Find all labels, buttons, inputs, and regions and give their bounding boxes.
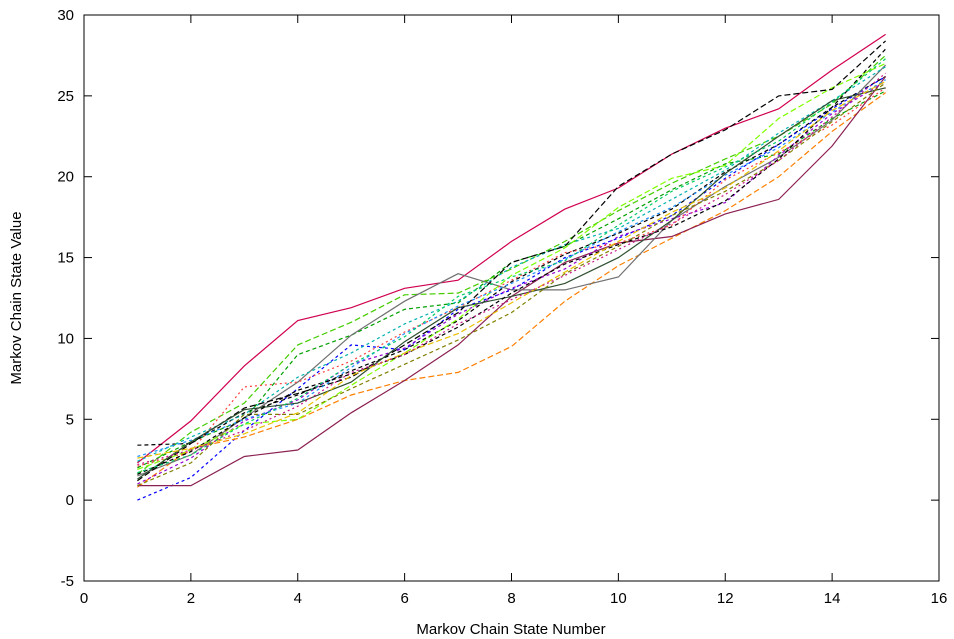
y-tick-label: 15 — [57, 250, 74, 267]
y-tick-label: 0 — [66, 492, 74, 509]
series-line-18 — [137, 80, 886, 459]
series-line-3 — [137, 90, 886, 469]
x-axis-title: Markov Chain State Number — [416, 621, 605, 638]
y-tick-label: 25 — [57, 88, 74, 105]
series-line-8 — [137, 64, 887, 477]
y-tick-labels: -5 0 5 10 15 20 25 30 — [57, 7, 74, 590]
x-tick-label: 6 — [400, 590, 408, 607]
y-tick-label: 5 — [66, 411, 74, 428]
series-line-20 — [137, 72, 886, 466]
x-tick-label: 12 — [717, 590, 734, 607]
series-line-15 — [137, 87, 886, 480]
y-tick-label: 20 — [57, 169, 74, 186]
y-tick-label: 10 — [57, 330, 74, 347]
series-line-11 — [137, 87, 886, 467]
series-line-4 — [137, 54, 887, 475]
x-tick-label: 8 — [507, 590, 515, 607]
x-tick-label: 2 — [187, 590, 195, 607]
y-tick-label: -5 — [61, 573, 74, 590]
series-line-17 — [137, 48, 887, 475]
series-line-7 — [137, 76, 887, 487]
series-line-6 — [137, 92, 886, 488]
series-line-12 — [137, 62, 886, 470]
y-tick-label: 30 — [57, 7, 74, 24]
series-line-1 — [137, 33, 886, 464]
x-tick-labels: 0 2 4 6 8 10 12 14 16 — [80, 590, 948, 607]
series-group — [137, 33, 887, 501]
x-tick-label: 14 — [824, 590, 841, 607]
series-line-9 — [137, 66, 886, 462]
axis-ticks — [83, 14, 940, 582]
series-line-2 — [137, 75, 886, 446]
x-tick-label: 16 — [931, 590, 948, 607]
x-tick-label: 0 — [80, 590, 88, 607]
series-line-16 — [137, 82, 886, 487]
y-axis-title: Markov Chain State Value — [8, 211, 25, 384]
x-tick-label: 4 — [294, 590, 302, 607]
series-line-14 — [137, 79, 886, 458]
series-line-13 — [137, 40, 887, 482]
x-tick-label: 10 — [610, 590, 627, 607]
series-line-5 — [137, 75, 886, 501]
